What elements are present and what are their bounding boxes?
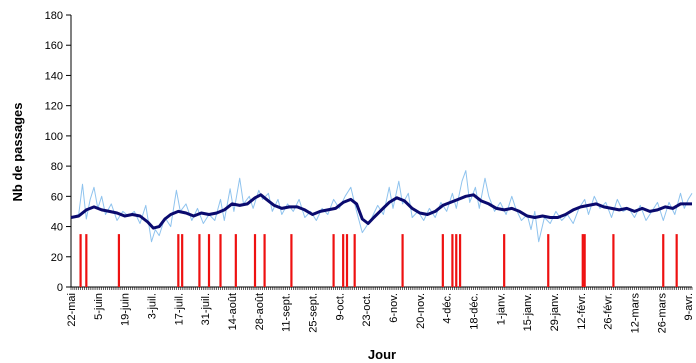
- x-axis-title: Jour: [368, 347, 396, 362]
- x-tick-label: 20-nov.: [415, 293, 427, 329]
- x-tick-label: 3-juil.: [147, 293, 159, 319]
- y-tick-label: 80: [51, 161, 63, 173]
- x-tick-label: 25-sept.: [308, 293, 320, 333]
- y-axis: 0 20 40 60 80 100 120 140 160 180: [45, 10, 72, 294]
- x-tick-label: 11-sept.: [281, 293, 293, 332]
- x-tick-label: 23-oct.: [361, 293, 373, 327]
- y-tick-label: 180: [45, 10, 63, 22]
- moving-average-line: [70, 193, 692, 230]
- x-tick-label: 17-juil.: [173, 293, 185, 325]
- x-tick-label: 4-déc.: [442, 293, 454, 324]
- y-tick-label: 100: [45, 131, 63, 143]
- y-tick-label: 160: [45, 40, 63, 52]
- x-tick-label: 22-mai: [66, 293, 78, 327]
- x-tick-label: 12-mars: [630, 293, 642, 334]
- x-tick-label: 9-avr.: [683, 293, 695, 321]
- x-tick-label: 26-mars: [656, 293, 668, 334]
- x-tick-label: 6-nov.: [388, 293, 400, 323]
- y-tick-label: 40: [51, 222, 63, 234]
- x-tick-label: 19-juin: [120, 293, 132, 326]
- x-tick-label: 9-oct.: [334, 293, 346, 321]
- x-tick-label: 15-janv.: [522, 293, 534, 331]
- y-tick-label: 0: [57, 282, 63, 294]
- x-tick-label: 5-juin: [93, 293, 105, 320]
- x-tick-label: 1-janv.: [495, 293, 507, 325]
- y-tick-label: 60: [51, 191, 63, 203]
- y-tick-label: 120: [45, 101, 63, 113]
- y-axis-title: Nb de passages: [10, 103, 25, 202]
- series-lines: [70, 170, 693, 243]
- x-tick-label: 26-févr.: [603, 293, 615, 330]
- y-tick-label: 140: [45, 70, 63, 82]
- y-tick-label: 20: [51, 252, 63, 264]
- x-tick-label: 14-août: [227, 293, 239, 330]
- x-tick-label: 31-juil.: [200, 293, 212, 325]
- event-markers: [79, 234, 678, 287]
- x-tick-label: 29-janv.: [549, 293, 561, 331]
- x-tick-label: 28-août: [254, 293, 266, 330]
- x-tick-label: 12-févr.: [576, 293, 588, 330]
- x-axis: 22-mai 5-juin 19-juin 3-juil. 17-juil. 31-jui…: [66, 286, 695, 334]
- x-tick-label: 18-déc.: [469, 293, 481, 330]
